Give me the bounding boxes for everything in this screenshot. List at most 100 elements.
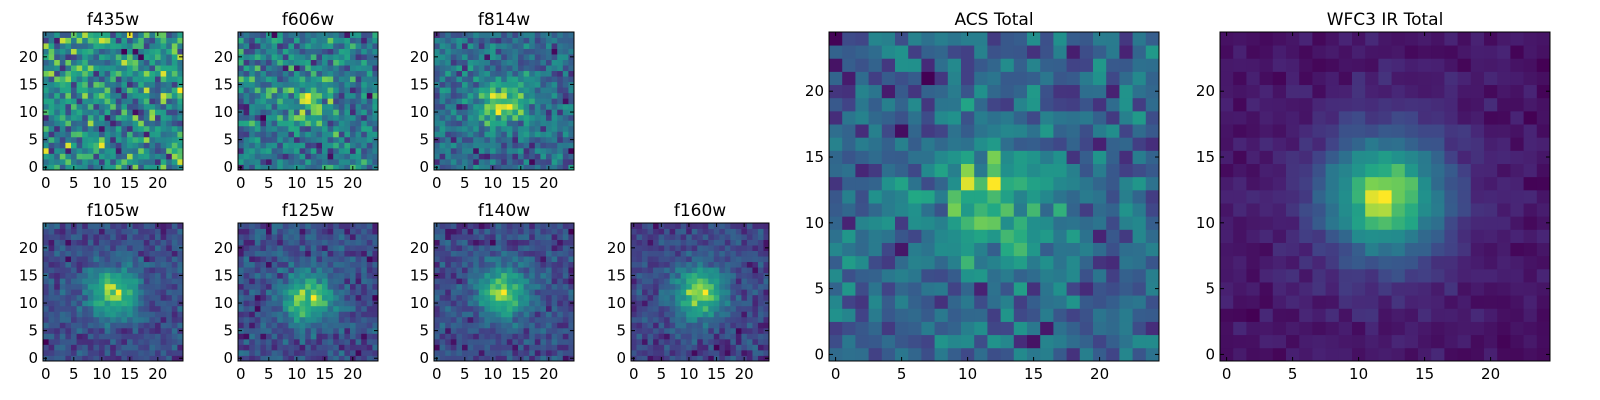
heatmap-cell [372,98,379,105]
heatmap-cell [166,223,173,229]
heatmap-cell [562,54,569,60]
heatmap-cell [294,109,300,116]
heatmap-cell [149,344,156,351]
heatmap-cell [138,65,145,72]
heatmap-cell [557,92,564,99]
heatmap-cell [512,239,519,246]
heatmap-cell [59,311,66,318]
heatmap-cell [501,81,508,88]
heatmap-cell [143,164,150,171]
heatmap-cell [110,120,117,127]
heatmap-cell [71,300,77,307]
heatmap-cell [562,103,569,110]
heatmap-cell [82,294,89,301]
heatmap-cell [529,294,536,301]
heatmap-cell [490,344,496,351]
heatmap-cell [551,250,558,257]
heatmap-cell [132,289,139,296]
heatmap-cell [238,142,244,149]
heatmap-cell [127,65,133,72]
heatmap-cell [1053,321,1067,336]
heatmap-cell [450,158,457,165]
heatmap-cell [664,228,671,235]
heatmap-cell [59,98,66,105]
heatmap-cell [741,250,748,257]
heatmap-cell [518,70,524,77]
heatmap-cell [752,261,759,268]
heatmap-cell [456,272,463,279]
heatmap-cell [48,70,55,77]
heatmap-cell [540,37,547,44]
heatmap-cell [746,228,753,235]
heatmap-cell [99,43,105,49]
heatmap-cell [277,278,284,285]
heatmap-cell [155,311,161,318]
heatmap-cell [987,189,1001,204]
heatmap-cell [82,289,89,296]
heatmap-cell [1027,242,1041,257]
heatmap-cell [132,239,139,246]
heatmap-cell [76,294,83,301]
heatmap-cell [82,327,89,334]
heatmap-cell [316,250,323,257]
heatmap-cell [160,98,167,105]
heatmap-cell [260,92,267,99]
heatmap-cell [523,223,530,229]
heatmap-cell [434,322,440,329]
heatmap-cell [333,311,340,318]
heatmap-cell [121,327,128,334]
heatmap-cell [974,334,988,349]
heatmap-cell [99,234,105,240]
heatmap-cell [512,125,519,132]
heatmap-cell [366,223,373,229]
heatmap-cell [316,76,323,83]
heatmap-cell [59,338,66,345]
heatmap-cell [127,261,133,268]
heatmap-cell [177,316,184,323]
heatmap-cell [299,344,306,351]
heatmap-cell [322,142,328,149]
heatmap-cell [708,294,715,301]
heatmap-cell [76,158,83,165]
heatmap-cell [99,114,105,121]
heatmap-cell [540,261,547,268]
heatmap-cell [868,189,883,204]
heatmap-cell [338,283,345,290]
heatmap-cell [947,189,962,204]
heatmap-cell [361,245,368,251]
heatmap-cell [434,316,440,323]
heatmap-cell [1132,282,1147,296]
heatmap-cell [467,250,474,257]
heatmap-cell [310,278,317,285]
heatmap-cell [540,131,547,138]
heatmap-cell [350,333,356,340]
heatmap-cell [675,289,682,296]
heatmap-cell [294,120,300,127]
heatmap-cell [76,37,83,44]
heatmap-cell [310,103,317,110]
heatmap-cell [473,81,480,88]
heatmap-cell [669,327,676,334]
heatmap-cell [54,59,61,66]
heatmap-cell [149,164,156,171]
heatmap-cell [1000,242,1015,257]
heatmap-cell [277,344,284,351]
heatmap-cell [344,109,351,116]
heatmap-cell [294,228,300,235]
heatmap-cell [490,305,496,312]
heatmap-cell [171,164,178,171]
heatmap-cell [523,92,530,99]
heatmap-cell [546,267,552,274]
heatmap-cell [160,256,167,263]
heatmap-cell [947,321,962,336]
heatmap-cell [76,289,83,296]
heatmap-cell [763,239,770,246]
heatmap-cell [177,70,184,77]
heatmap-cell [115,164,122,171]
heatmap-cell [467,136,474,143]
heatmap-cell [1066,163,1081,178]
heatmap-cell [691,250,698,257]
heatmap-cell [473,164,480,171]
heatmap-cell [490,103,496,110]
heatmap-cell [366,98,373,105]
